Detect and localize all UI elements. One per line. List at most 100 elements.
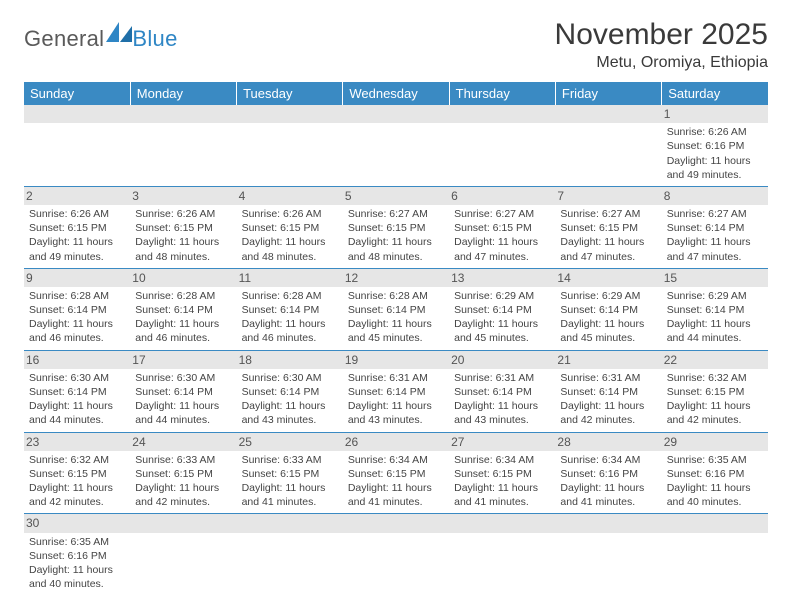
daylight-line: Daylight: 11 hours and 49 minutes. bbox=[667, 154, 763, 182]
day-number: 3 bbox=[132, 189, 139, 203]
sunrise-line: Sunrise: 6:27 AM bbox=[667, 207, 763, 221]
day-number-bar: 19 bbox=[343, 351, 449, 369]
weekday-header-row: SundayMondayTuesdayWednesdayThursdayFrid… bbox=[24, 82, 768, 105]
sunset-label: Sunset: bbox=[29, 304, 65, 316]
day-number: 2 bbox=[26, 189, 33, 203]
day-number-bar: 8 bbox=[662, 187, 768, 205]
daylight-line: Daylight: 11 hours and 42 minutes. bbox=[667, 399, 763, 427]
calendar-cell-empty bbox=[130, 514, 236, 595]
day-number: 24 bbox=[132, 435, 145, 449]
weekday-header: Tuesday bbox=[237, 82, 343, 105]
sunset-line: Sunset: 6:14 PM bbox=[560, 385, 656, 399]
sunset-label: Sunset: bbox=[667, 468, 703, 480]
sunrise-label: Sunrise: bbox=[667, 126, 706, 138]
day-body: Sunrise: 6:31 AMSunset: 6:14 PMDaylight:… bbox=[453, 371, 551, 428]
sunrise-label: Sunrise: bbox=[348, 290, 387, 302]
calendar-cell: 16Sunrise: 6:30 AMSunset: 6:14 PMDayligh… bbox=[24, 350, 130, 432]
calendar-cell: 8Sunrise: 6:27 AMSunset: 6:14 PMDaylight… bbox=[662, 186, 768, 268]
sunset-value: 6:15 PM bbox=[386, 222, 425, 234]
sunrise-value: 6:27 AM bbox=[389, 208, 428, 220]
sunrise-label: Sunrise: bbox=[667, 454, 706, 466]
sunset-value: 6:15 PM bbox=[280, 468, 319, 480]
day-body: Sunrise: 6:30 AMSunset: 6:14 PMDaylight:… bbox=[134, 371, 232, 428]
sunset-value: 6:15 PM bbox=[68, 468, 107, 480]
daylight-line: Daylight: 11 hours and 44 minutes. bbox=[29, 399, 125, 427]
day-number-bar: 17 bbox=[130, 351, 236, 369]
weekday-header: Saturday bbox=[662, 82, 768, 105]
sunset-label: Sunset: bbox=[29, 468, 65, 480]
sunset-value: 6:14 PM bbox=[705, 222, 744, 234]
logo-text-blue: Blue bbox=[132, 26, 177, 52]
daylight-label: Daylight: bbox=[667, 155, 708, 167]
day-number: 16 bbox=[26, 353, 39, 367]
sunset-value: 6:16 PM bbox=[705, 140, 744, 152]
daylight-label: Daylight: bbox=[135, 400, 176, 412]
calendar-cell: 25Sunrise: 6:33 AMSunset: 6:15 PMDayligh… bbox=[237, 432, 343, 514]
sunset-value: 6:15 PM bbox=[174, 222, 213, 234]
sunrise-line: Sunrise: 6:26 AM bbox=[242, 207, 338, 221]
sunrise-line: Sunrise: 6:27 AM bbox=[454, 207, 550, 221]
day-number: 10 bbox=[132, 271, 145, 285]
day-number-bar: 21 bbox=[555, 351, 661, 369]
day-number-bar: 12 bbox=[343, 269, 449, 287]
sunrise-line: Sunrise: 6:33 AM bbox=[242, 453, 338, 467]
sunset-label: Sunset: bbox=[29, 222, 65, 234]
calendar-cell: 4Sunrise: 6:26 AMSunset: 6:15 PMDaylight… bbox=[237, 186, 343, 268]
sunset-value: 6:14 PM bbox=[280, 304, 319, 316]
sunset-value: 6:14 PM bbox=[493, 386, 532, 398]
sunrise-line: Sunrise: 6:28 AM bbox=[29, 289, 125, 303]
day-body: Sunrise: 6:27 AMSunset: 6:15 PMDaylight:… bbox=[453, 207, 551, 264]
sunrise-value: 6:26 AM bbox=[708, 126, 747, 138]
sunrise-line: Sunrise: 6:30 AM bbox=[242, 371, 338, 385]
sunrise-line: Sunrise: 6:30 AM bbox=[135, 371, 231, 385]
day-number-bar: 26 bbox=[343, 433, 449, 451]
calendar-cell-empty bbox=[130, 105, 236, 186]
sunset-line: Sunset: 6:15 PM bbox=[29, 221, 125, 235]
daylight-label: Daylight: bbox=[348, 318, 389, 330]
daylight-label: Daylight: bbox=[667, 400, 708, 412]
sunrise-line: Sunrise: 6:31 AM bbox=[560, 371, 656, 385]
sunset-value: 6:15 PM bbox=[599, 222, 638, 234]
calendar-cell-empty bbox=[555, 105, 661, 186]
day-body: Sunrise: 6:26 AMSunset: 6:15 PMDaylight:… bbox=[241, 207, 339, 264]
sunset-label: Sunset: bbox=[667, 222, 703, 234]
sunrise-value: 6:34 AM bbox=[602, 454, 641, 466]
sunrise-label: Sunrise: bbox=[135, 208, 174, 220]
day-number: 8 bbox=[664, 189, 671, 203]
day-body: Sunrise: 6:34 AMSunset: 6:15 PMDaylight:… bbox=[347, 453, 445, 510]
sunrise-label: Sunrise: bbox=[135, 372, 174, 384]
sunrise-line: Sunrise: 6:30 AM bbox=[29, 371, 125, 385]
sunrise-line: Sunrise: 6:27 AM bbox=[348, 207, 444, 221]
day-number-bar: 25 bbox=[237, 433, 343, 451]
sunset-label: Sunset: bbox=[454, 468, 490, 480]
day-number-bar: 5 bbox=[343, 187, 449, 205]
sunset-value: 6:15 PM bbox=[493, 222, 532, 234]
daylight-line: Daylight: 11 hours and 41 minutes. bbox=[242, 481, 338, 509]
calendar-cell-empty bbox=[662, 514, 768, 595]
sunrise-label: Sunrise: bbox=[454, 208, 493, 220]
day-number-bar bbox=[449, 514, 555, 532]
day-number: 22 bbox=[664, 353, 677, 367]
sunset-value: 6:15 PM bbox=[174, 468, 213, 480]
sunset-line: Sunset: 6:14 PM bbox=[454, 303, 550, 317]
sunrise-line: Sunrise: 6:26 AM bbox=[135, 207, 231, 221]
sunrise-label: Sunrise: bbox=[560, 208, 599, 220]
day-body: Sunrise: 6:34 AMSunset: 6:16 PMDaylight:… bbox=[559, 453, 657, 510]
sunset-value: 6:14 PM bbox=[386, 304, 425, 316]
calendar-cell-empty bbox=[449, 514, 555, 595]
day-number-bar: 16 bbox=[24, 351, 130, 369]
sunrise-label: Sunrise: bbox=[667, 208, 706, 220]
day-body: Sunrise: 6:31 AMSunset: 6:14 PMDaylight:… bbox=[559, 371, 657, 428]
day-number-bar: 14 bbox=[555, 269, 661, 287]
sunrise-value: 6:33 AM bbox=[283, 454, 322, 466]
calendar-cell: 29Sunrise: 6:35 AMSunset: 6:16 PMDayligh… bbox=[662, 432, 768, 514]
daylight-label: Daylight: bbox=[454, 482, 495, 494]
sunrise-line: Sunrise: 6:26 AM bbox=[29, 207, 125, 221]
sunset-label: Sunset: bbox=[29, 550, 65, 562]
daylight-label: Daylight: bbox=[29, 318, 70, 330]
sunset-label: Sunset: bbox=[242, 304, 278, 316]
calendar-week-row: 2Sunrise: 6:26 AMSunset: 6:15 PMDaylight… bbox=[24, 186, 768, 268]
sunrise-label: Sunrise: bbox=[667, 290, 706, 302]
day-body: Sunrise: 6:35 AMSunset: 6:16 PMDaylight:… bbox=[28, 535, 126, 592]
daylight-line: Daylight: 11 hours and 49 minutes. bbox=[29, 235, 125, 263]
